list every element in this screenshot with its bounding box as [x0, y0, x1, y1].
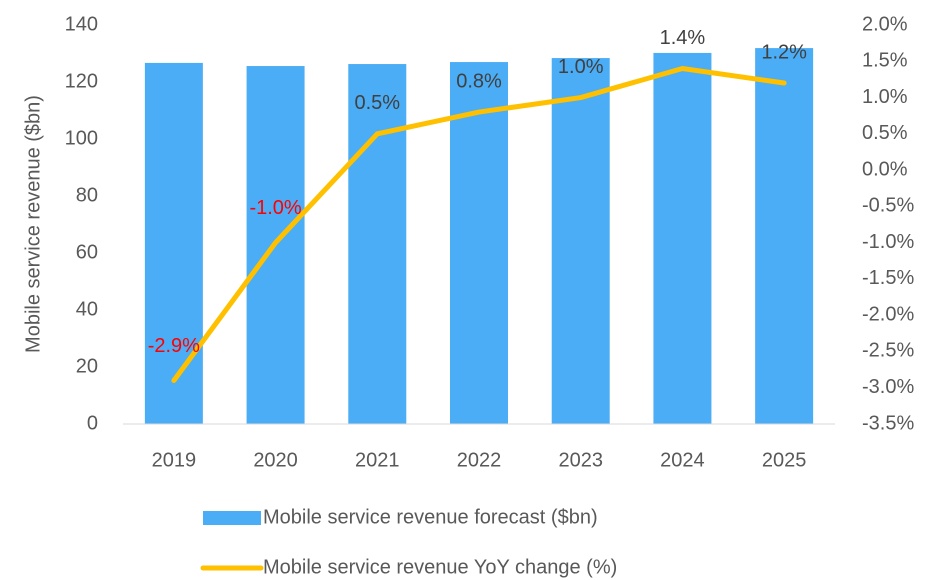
line [171, 66, 787, 383]
bar [144, 62, 203, 424]
y2-tick-label: 0.0% [862, 158, 908, 180]
y-tick-label: 100 [65, 127, 98, 149]
y-tick-label: 0 [87, 412, 98, 434]
y2-tick-label: -0.5% [862, 195, 914, 217]
y2-tick-label: -3.5% [862, 412, 914, 434]
y2-tick-label: 2.0% [862, 13, 908, 35]
y-tick-label: 60 [76, 241, 98, 263]
bar [551, 58, 610, 425]
x-tick-label: 2025 [762, 449, 807, 471]
bar [755, 48, 814, 425]
y2-tick-label: -1.5% [862, 267, 914, 289]
y2-tick-label: -2.5% [862, 340, 914, 362]
bar [450, 62, 508, 425]
y2-tick-label: -1.0% [862, 231, 914, 253]
y-tick-label: 40 [76, 298, 98, 320]
x-tick-label: 2024 [660, 449, 705, 471]
y-tick-label: 120 [65, 70, 98, 92]
legend-label: Mobile service revenue YoY change (%) [263, 556, 617, 578]
x-tick-label: 2019 [152, 449, 197, 471]
y2-tick-label: 0.5% [862, 122, 908, 144]
data-label: 1.4% [660, 27, 706, 49]
y-tick-label: 140 [65, 13, 98, 35]
bar [348, 64, 407, 425]
data-label: 1.2% [761, 41, 807, 63]
legend-label: Mobile service revenue forecast ($bn) [263, 506, 598, 528]
y2-tick-label: -2.0% [862, 303, 914, 325]
bar [653, 52, 712, 425]
y2-tick-label: 1.0% [862, 86, 908, 108]
y2-tick-label: -3.0% [862, 376, 914, 398]
y-tick-label: 80 [76, 184, 98, 206]
x-tick-label: 2020 [253, 449, 298, 471]
x-tick-label: 2022 [457, 449, 502, 471]
legend-swatch [203, 511, 261, 525]
data-label: -2.9% [148, 335, 200, 357]
data-label: 0.8% [456, 70, 502, 92]
data-label: 1.0% [558, 56, 604, 78]
x-tick-label: 2021 [355, 449, 400, 471]
x-tick-label: 2023 [558, 449, 603, 471]
data-label: 0.5% [354, 92, 400, 114]
y-axis-label: Mobile service revenue ($bn) [22, 95, 44, 353]
y-tick-label: 20 [76, 355, 98, 377]
y2-tick-label: 1.5% [862, 50, 908, 72]
data-label: -1.0% [249, 197, 301, 219]
